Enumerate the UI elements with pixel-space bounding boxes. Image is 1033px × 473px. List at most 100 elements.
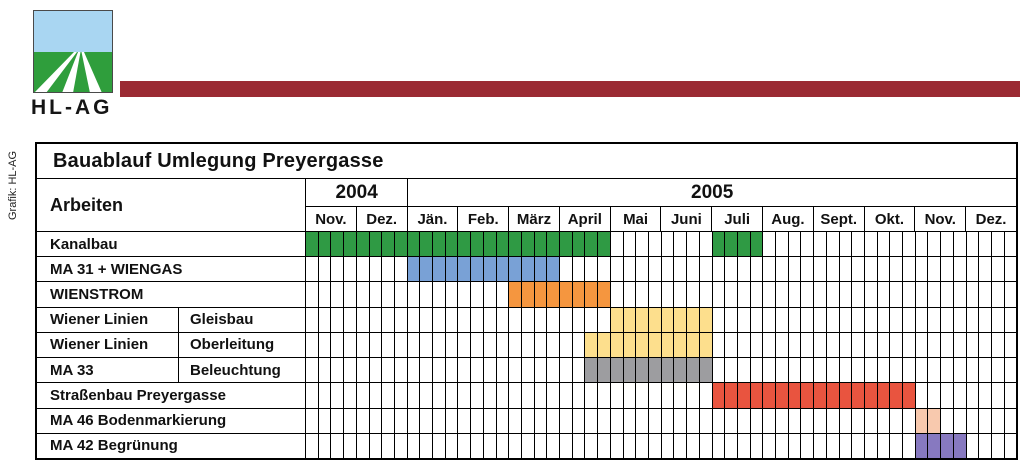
week-cell	[751, 282, 764, 307]
week-cell	[370, 383, 383, 408]
week-cell	[382, 433, 395, 458]
week-cell	[471, 282, 484, 307]
week-cell	[928, 282, 942, 307]
week-cell	[649, 232, 662, 257]
week-cell	[535, 433, 548, 458]
week-cell	[458, 332, 472, 358]
week-cell	[852, 332, 865, 358]
gantt-bar-cell	[458, 257, 472, 282]
gantt-bar-cell	[699, 332, 713, 358]
week-cell	[776, 282, 789, 307]
gantt-bar-cell	[648, 307, 662, 332]
week-cell	[446, 433, 459, 458]
task-row: Straßenbau Preyergasse	[37, 382, 1017, 408]
week-cell	[624, 282, 637, 307]
week-cell	[331, 257, 345, 282]
timeline-header: 2004 2005 Nov. Dez. Jän. Feb. März April Mai Jun…	[306, 179, 1016, 231]
gantt-bar-cell	[776, 383, 789, 408]
week-cell	[738, 358, 751, 383]
week-cell	[725, 257, 738, 282]
gantt-bar-cell	[750, 232, 764, 257]
week-cell	[814, 282, 827, 307]
gantt-bar-cell	[763, 383, 777, 408]
week-cell	[497, 282, 510, 307]
week-cell	[814, 307, 827, 332]
week-cell	[560, 383, 573, 408]
week-cell	[624, 232, 637, 257]
gantt-bar-cell	[699, 358, 713, 383]
week-cell	[751, 257, 764, 282]
week-cell	[713, 332, 726, 358]
week-cell	[738, 282, 751, 307]
week-cell	[954, 383, 967, 408]
week-cell	[763, 307, 777, 332]
week-cell	[878, 408, 891, 433]
week-cell	[725, 408, 738, 433]
task-row: WIENSTROM	[37, 281, 1017, 307]
gantt-bar-cell	[661, 307, 675, 332]
week-cell	[357, 307, 370, 332]
gantt-bar-cell	[407, 257, 421, 282]
gantt-bar-cell	[534, 282, 548, 307]
week-cell	[852, 282, 865, 307]
week-cell	[319, 358, 332, 383]
week-cell	[890, 232, 904, 257]
week-grid	[306, 332, 1016, 358]
week-cell	[814, 257, 827, 282]
gantt-bar-cell	[445, 257, 459, 282]
task-label: MA 31 + WIENGAS	[50, 260, 183, 278]
week-cell	[382, 358, 395, 383]
week-cell	[497, 307, 510, 332]
gantt-bar-cell	[585, 332, 599, 358]
week-cell	[878, 257, 891, 282]
week-cell	[878, 332, 891, 358]
week-cell	[560, 257, 573, 282]
task-label-cell: Straßenbau Preyergasse	[37, 383, 306, 408]
week-cell	[967, 408, 980, 433]
week-cell	[1005, 383, 1017, 407]
week-cell	[458, 282, 472, 307]
week-cell	[331, 408, 345, 433]
week-cell	[801, 332, 815, 358]
week-cell	[547, 358, 561, 383]
week-cell	[497, 408, 510, 433]
week-cell	[395, 358, 408, 383]
week-cell	[979, 332, 992, 358]
week-cell	[1005, 282, 1017, 306]
week-cell	[585, 433, 599, 458]
gantt-bar-cell	[801, 383, 815, 408]
week-cell	[700, 408, 713, 433]
week-cell	[408, 433, 421, 458]
week-cell	[560, 358, 573, 383]
week-cell	[890, 332, 904, 358]
week-cell	[916, 307, 929, 332]
gantt-bar-cell	[534, 257, 548, 282]
chart-title: Bauablauf Umlegung Preyergasse	[37, 144, 1016, 179]
week-cell	[547, 408, 561, 433]
week-cell	[611, 257, 624, 282]
week-cell	[878, 358, 891, 383]
gantt-bar-cell	[344, 232, 357, 257]
week-cell	[611, 408, 624, 433]
week-cell	[497, 383, 510, 408]
gantt-bar-cell	[598, 358, 611, 383]
week-cell	[547, 383, 561, 408]
task-sublabel: Gleisbau	[178, 307, 305, 332]
gantt-bar-cell	[661, 358, 675, 383]
week-cell	[840, 408, 853, 433]
week-cell	[674, 282, 688, 307]
month-cell: Aug.	[762, 207, 813, 231]
gantt-bar-cell	[407, 232, 421, 257]
task-label: Kanalbau	[50, 235, 118, 253]
week-cell	[941, 358, 954, 383]
task-row: MA 42 Begrünung	[37, 432, 1016, 458]
week-cell	[776, 257, 789, 282]
gantt-bar-cell	[623, 358, 637, 383]
week-cell	[395, 332, 408, 358]
week-cell	[878, 232, 891, 257]
month-row: Nov. Dez. Jän. Feb. März April Mai Juni Juli Aug.…	[306, 206, 1016, 231]
week-cell	[827, 332, 840, 358]
week-cell	[535, 383, 548, 408]
gantt-bar-cell	[547, 282, 561, 307]
